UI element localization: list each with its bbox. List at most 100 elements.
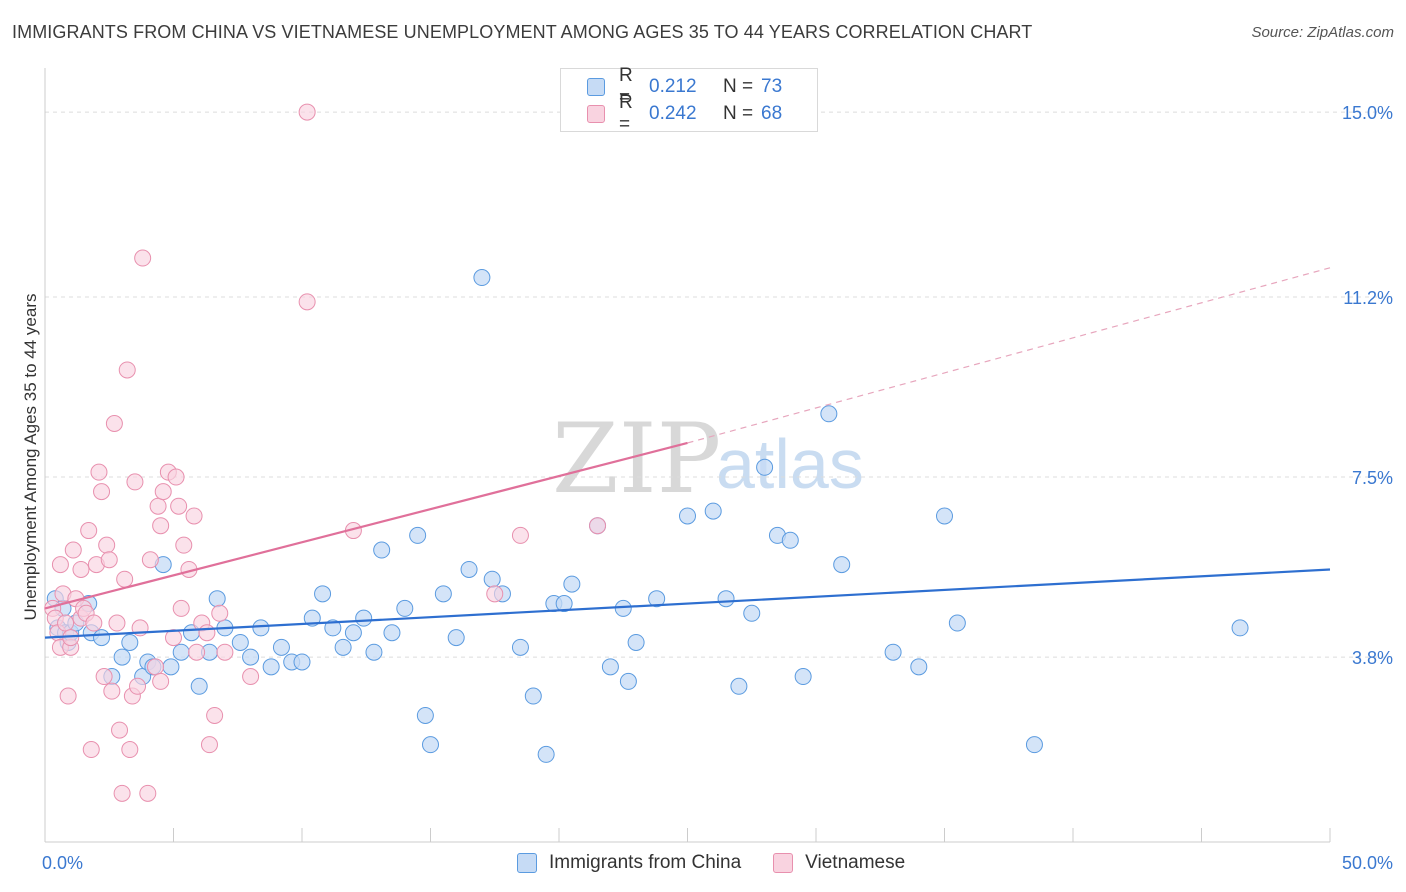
vietnamese-point: [147, 658, 165, 676]
china-point: [936, 507, 953, 525]
vietnamese-point: [149, 497, 167, 515]
vietnamese-point: [82, 741, 100, 759]
china-point: [344, 624, 362, 642]
vietnamese-swatch-icon: [587, 105, 605, 123]
china-point: [383, 624, 401, 642]
vietnamese-point: [511, 526, 529, 544]
china-point: [483, 570, 501, 588]
china-point: [373, 541, 391, 559]
china-point: [355, 609, 373, 627]
vietnamese-point: [93, 483, 111, 501]
r-value-china: 0.212: [649, 76, 697, 97]
china-point: [730, 677, 748, 695]
china-point: [948, 614, 966, 632]
china-point: [252, 619, 270, 637]
source-credit: Source: ZipAtlas.com: [1251, 24, 1394, 41]
china-point: [324, 619, 342, 637]
watermark-zip: ZIP: [552, 403, 721, 515]
n-label: N =: [723, 103, 754, 124]
china-point: [262, 658, 280, 676]
vietnamese-point: [141, 551, 159, 569]
china-point: [314, 585, 332, 603]
china-point: [884, 643, 902, 661]
y-tick-label: 15.0%: [1342, 103, 1393, 123]
vietnamese-point: [211, 604, 229, 622]
china-point: [781, 531, 799, 549]
china-point: [833, 556, 851, 574]
vietnamese-point: [111, 721, 129, 739]
china-point: [794, 668, 812, 686]
china-point: [460, 560, 478, 578]
legend-item-china[interactable]: Immigrants from China: [517, 852, 741, 874]
vietnamese-point: [118, 361, 136, 379]
legend-item-vietnamese[interactable]: Vietnamese: [773, 852, 905, 874]
vietnamese-point: [188, 643, 206, 661]
r-value-vietnamese: 0.242: [649, 103, 697, 124]
watermark-atlas: atlas: [716, 425, 864, 503]
china-point: [627, 633, 645, 651]
china-point: [1025, 736, 1043, 754]
china-point: [537, 745, 555, 763]
legend-label-china: Immigrants from China: [549, 852, 742, 873]
correlation-legend: R = 0.212 N = 73 R = 0.242 N = 68: [560, 65, 818, 135]
vietnamese-point: [200, 736, 218, 754]
china-point: [208, 590, 226, 608]
china-point: [409, 526, 427, 544]
china-point: [121, 633, 139, 651]
china-point: [614, 599, 632, 617]
china-point: [113, 648, 131, 666]
china-point: [704, 502, 722, 520]
vietnamese-point: [185, 507, 203, 525]
vietnamese-point: [105, 415, 123, 433]
china-point: [524, 687, 542, 705]
vietnamese-point: [103, 682, 121, 700]
china-point: [648, 590, 666, 608]
china-point: [422, 736, 439, 754]
vietnamese-point: [116, 570, 134, 588]
r-label: R =: [619, 92, 633, 135]
china-point: [416, 706, 434, 724]
vietnamese-point: [85, 614, 103, 632]
china-point: [679, 507, 696, 525]
vietnamese-point: [152, 517, 170, 535]
legend-row-china: R = 0.212 N = 73: [587, 65, 783, 108]
vietnamese-point: [95, 668, 113, 686]
china-point: [396, 599, 414, 617]
vietnamese-point: [486, 585, 504, 603]
vietnamese-point: [172, 599, 190, 617]
y-tick-label: 3.8%: [1352, 648, 1393, 668]
vietnamese-point: [126, 473, 144, 491]
vietnamese-point: [113, 784, 131, 802]
china-point: [511, 638, 529, 656]
vietnamese-point: [298, 293, 316, 311]
vietnamese-point: [298, 103, 316, 121]
china-point: [756, 458, 774, 476]
china-point: [619, 672, 637, 690]
vietnamese-point: [64, 541, 82, 559]
vietnamese-point: [98, 536, 116, 554]
vietnamese-point: [206, 706, 224, 724]
vietnamese-point: [167, 468, 185, 486]
vietnamese-point: [139, 784, 157, 802]
n-value-china: 73: [761, 76, 783, 97]
series-legend: Immigrants from China Vietnamese: [517, 852, 937, 874]
china-point: [910, 658, 928, 676]
vietnamese-point: [57, 614, 75, 632]
vietnamese-point: [129, 677, 147, 695]
china-swatch-icon: [587, 78, 605, 96]
china-point: [447, 629, 465, 647]
vietnamese-point: [216, 643, 234, 661]
y-tick-label: 7.5%: [1352, 468, 1393, 488]
legend-row-vietnamese: R = 0.242 N = 68: [587, 92, 783, 135]
china-point: [555, 595, 573, 613]
vietnamese-point: [59, 687, 77, 705]
china-point: [365, 643, 383, 661]
vietnamese-point: [242, 668, 260, 686]
china-point: [820, 405, 838, 423]
vietnamese-point: [80, 522, 98, 540]
vietnamese-point: [198, 624, 216, 642]
n-value-vietnamese: 68: [761, 103, 783, 124]
china-point: [1231, 619, 1249, 637]
x-tick-label: 0.0%: [42, 853, 83, 873]
vietnamese-point: [51, 556, 69, 574]
